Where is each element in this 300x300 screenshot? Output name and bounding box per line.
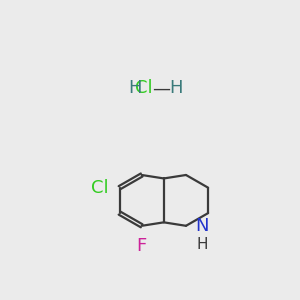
Text: Cl: Cl: [91, 179, 109, 197]
Text: H: H: [197, 237, 208, 252]
Text: N: N: [195, 217, 209, 235]
Text: H: H: [129, 80, 142, 98]
Text: —: —: [152, 80, 170, 98]
Text: Cl: Cl: [135, 80, 152, 98]
Text: H: H: [169, 80, 183, 98]
Text: F: F: [136, 237, 147, 255]
